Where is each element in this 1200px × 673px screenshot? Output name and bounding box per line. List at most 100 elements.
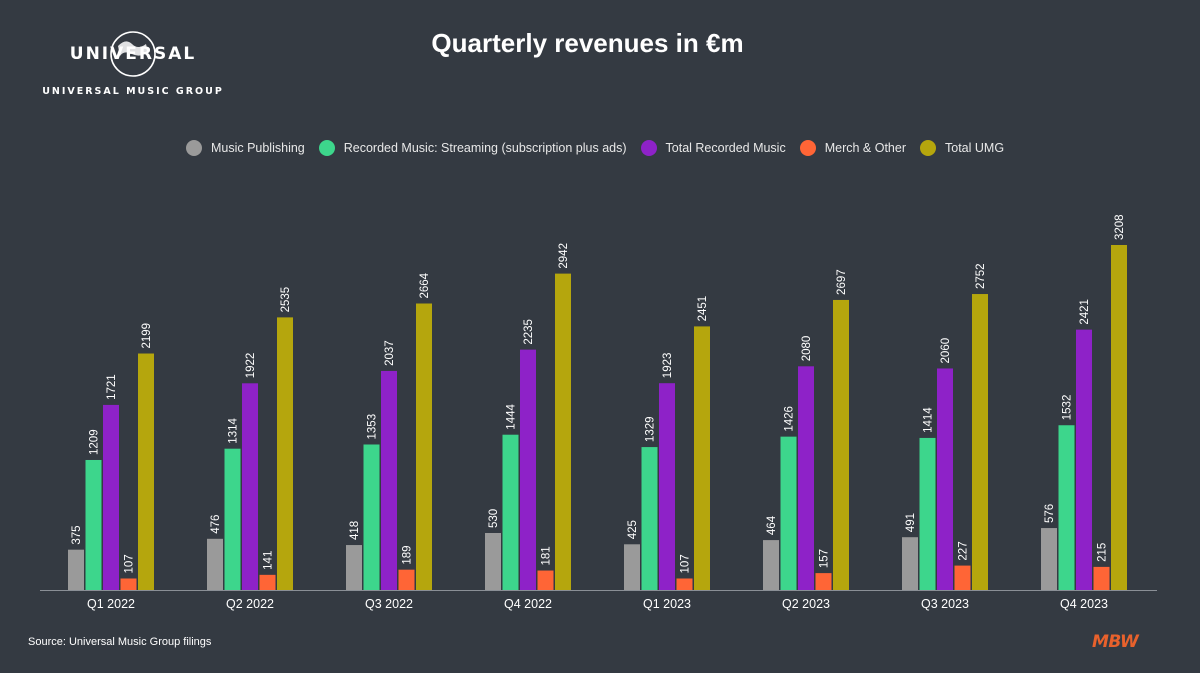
bar bbox=[902, 537, 918, 590]
legend-swatch bbox=[640, 140, 657, 156]
legend-label: Total UMG bbox=[945, 141, 1005, 155]
legend-label: Merch & Other bbox=[824, 141, 906, 155]
chart-title: Quarterly revenues in €m bbox=[431, 28, 744, 58]
bar bbox=[346, 545, 362, 590]
bar bbox=[1076, 329, 1092, 590]
data-label: 2199 bbox=[141, 323, 153, 349]
data-label: 1426 bbox=[784, 406, 796, 432]
bar bbox=[1058, 425, 1075, 590]
bar bbox=[780, 436, 797, 590]
bar bbox=[763, 540, 779, 590]
data-label: 1353 bbox=[367, 414, 379, 440]
bar bbox=[416, 303, 432, 590]
data-label: 2235 bbox=[523, 319, 535, 345]
data-label: 1314 bbox=[228, 418, 240, 444]
data-label: 1444 bbox=[506, 404, 518, 430]
data-label: 1532 bbox=[1062, 395, 1074, 421]
x-tick-label: Q4 2022 bbox=[504, 597, 552, 611]
bar bbox=[537, 570, 554, 590]
bar bbox=[954, 565, 971, 590]
data-label: 464 bbox=[766, 515, 778, 535]
logo-subtitle: UNIVERSAL MUSIC GROUP bbox=[42, 86, 224, 97]
bar bbox=[277, 317, 293, 590]
data-label: 476 bbox=[210, 515, 222, 534]
bar bbox=[555, 273, 571, 590]
data-label: 375 bbox=[71, 525, 83, 544]
bar bbox=[242, 383, 258, 590]
bar bbox=[1093, 566, 1110, 590]
data-label: 227 bbox=[958, 541, 970, 560]
legend-swatch bbox=[920, 140, 936, 156]
data-label: 2037 bbox=[384, 340, 396, 366]
data-label: 576 bbox=[1044, 504, 1056, 523]
legend-item: Merch & Other bbox=[799, 140, 906, 156]
x-tick-label: Q1 2023 bbox=[643, 597, 691, 611]
bar bbox=[919, 437, 936, 590]
x-tick-label: Q2 2023 bbox=[782, 597, 830, 611]
bar bbox=[207, 538, 223, 590]
legend-swatch bbox=[185, 140, 202, 156]
x-tick-label: Q2 2022 bbox=[226, 597, 274, 611]
data-label: 1923 bbox=[662, 353, 674, 379]
bar bbox=[798, 366, 814, 590]
globe-icon bbox=[110, 31, 156, 77]
data-label: 157 bbox=[819, 549, 831, 568]
bar bbox=[398, 569, 415, 590]
data-label: 2697 bbox=[836, 269, 848, 295]
bar bbox=[641, 447, 658, 590]
bar bbox=[502, 434, 519, 590]
bar bbox=[937, 368, 953, 590]
bar bbox=[659, 383, 675, 590]
umg-logo: UNIVERSAL UNIVERSAL MUSIC GROUP bbox=[38, 24, 228, 100]
legend-item: Recorded Music: Streaming (subscription … bbox=[318, 140, 627, 156]
data-label: 3208 bbox=[1114, 214, 1126, 240]
source-note: Source: Universal Music Group filings bbox=[28, 636, 212, 648]
bar bbox=[833, 299, 849, 590]
bar bbox=[694, 326, 710, 590]
data-label: 2535 bbox=[280, 287, 292, 313]
bar bbox=[972, 294, 988, 590]
data-label: 141 bbox=[263, 551, 275, 570]
x-tick-label: Q3 2022 bbox=[365, 597, 413, 611]
bar bbox=[259, 574, 276, 590]
data-label: 1209 bbox=[89, 429, 101, 455]
logo-wordmark: UNIVERSAL bbox=[69, 44, 197, 64]
data-label: 1414 bbox=[923, 407, 935, 433]
data-label: 107 bbox=[124, 554, 136, 573]
legend-item: Total Recorded Music bbox=[640, 140, 786, 156]
data-label: 215 bbox=[1097, 543, 1109, 562]
bar bbox=[224, 448, 241, 590]
bar bbox=[624, 544, 640, 590]
legend-swatch bbox=[799, 140, 816, 156]
bar bbox=[381, 370, 397, 590]
bar bbox=[120, 578, 137, 590]
data-label: 418 bbox=[349, 521, 361, 540]
bar bbox=[676, 578, 693, 590]
bar bbox=[485, 533, 501, 590]
x-tick-label: Q4 2023 bbox=[1060, 597, 1108, 611]
data-label: 189 bbox=[402, 545, 414, 564]
data-label: 2060 bbox=[940, 338, 952, 364]
data-label: 2664 bbox=[419, 272, 431, 298]
bar bbox=[815, 573, 832, 590]
data-label: 181 bbox=[541, 546, 553, 565]
data-label: 1329 bbox=[645, 416, 657, 442]
mbw-logo: MBW bbox=[1092, 632, 1139, 652]
x-tick-label: Q1 2022 bbox=[87, 597, 135, 611]
bar bbox=[1041, 528, 1057, 590]
data-label: 2421 bbox=[1079, 299, 1091, 325]
data-label: 2080 bbox=[801, 336, 813, 362]
data-label: 107 bbox=[680, 554, 692, 573]
legend-item: Total UMG bbox=[920, 140, 1004, 156]
data-label: 1721 bbox=[106, 374, 118, 400]
bar bbox=[363, 444, 380, 590]
chart-legend: Music Publishing Recorded Music: Streamin… bbox=[0, 140, 1190, 156]
data-label: 530 bbox=[488, 509, 500, 528]
data-label: 2451 bbox=[697, 296, 709, 322]
data-label: 1922 bbox=[245, 353, 257, 379]
data-label: 2942 bbox=[558, 243, 570, 269]
legend-label: Recorded Music: Streaming (subscription … bbox=[343, 141, 627, 155]
bar bbox=[103, 404, 119, 590]
x-tick-label: Q3 2023 bbox=[921, 597, 969, 611]
